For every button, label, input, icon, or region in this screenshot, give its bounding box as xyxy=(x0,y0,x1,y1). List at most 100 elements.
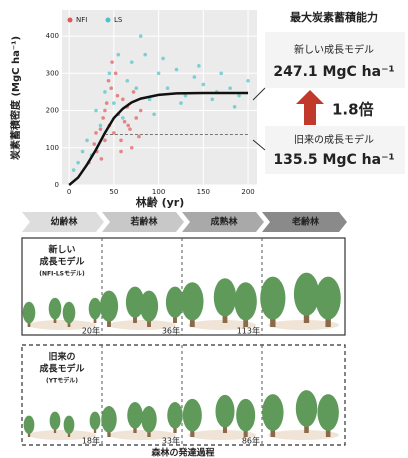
point xyxy=(114,71,118,75)
point xyxy=(100,157,104,161)
age-label: 113年 xyxy=(237,326,260,336)
stage-label: 幼齢林 xyxy=(50,216,78,228)
crown xyxy=(90,412,101,430)
point xyxy=(210,98,214,102)
point xyxy=(101,116,105,120)
row-label: 成長モデル xyxy=(39,256,84,268)
point xyxy=(130,146,134,150)
age-label: 86年 xyxy=(242,436,260,446)
old-label: 旧来の成長モデル xyxy=(294,133,374,146)
row-label: 新しい xyxy=(48,244,75,256)
x-tick-label: 100 xyxy=(152,188,165,196)
panel-title: 最大炭素蓄積能力 xyxy=(290,10,378,24)
point xyxy=(125,79,129,83)
legend-marker xyxy=(106,18,111,23)
point xyxy=(94,131,98,135)
point xyxy=(152,112,156,116)
y-tick-label: 400 xyxy=(46,32,59,40)
point xyxy=(123,120,127,124)
point xyxy=(139,109,143,113)
crown xyxy=(64,416,75,434)
age-label: 18年 xyxy=(82,436,100,446)
new-value: 247.1 MgC ha⁻¹ xyxy=(273,64,394,80)
point xyxy=(81,150,85,154)
crown xyxy=(234,282,256,320)
legend-label: LS xyxy=(114,16,123,24)
x-tick-label: 200 xyxy=(241,188,254,196)
y-tick-label: 300 xyxy=(46,69,59,77)
crown xyxy=(214,278,236,316)
stage-label: 成熟林 xyxy=(210,216,238,228)
crown xyxy=(24,416,35,434)
point xyxy=(109,86,113,90)
x-label: 林齢 (yr) xyxy=(136,195,184,209)
crown xyxy=(183,399,202,432)
row-label: 旧来の xyxy=(48,351,75,363)
point xyxy=(99,124,103,128)
point xyxy=(134,86,138,90)
new-label: 新しい成長モデル xyxy=(294,43,374,56)
crown xyxy=(89,298,102,320)
crown xyxy=(316,277,341,320)
point xyxy=(107,79,111,83)
row-label: (YTモデル) xyxy=(46,377,78,385)
point xyxy=(85,139,89,143)
crown xyxy=(262,394,283,431)
crown xyxy=(127,402,142,429)
point xyxy=(121,98,125,102)
age-label: 33年 xyxy=(162,436,180,446)
old-value: 135.5 MgC ha⁻¹ xyxy=(273,152,394,168)
crown xyxy=(140,291,158,322)
age-label: 20年 xyxy=(82,326,100,336)
point xyxy=(121,116,125,120)
point xyxy=(166,86,170,90)
point xyxy=(132,90,136,94)
figure: 0100200300400050100150200NFILS 林齢 (yr) 炭… xyxy=(0,0,408,458)
point xyxy=(117,53,121,57)
point xyxy=(246,79,250,83)
crown xyxy=(101,406,116,433)
ratio: 1.8倍 xyxy=(332,101,374,119)
point xyxy=(119,139,123,143)
row-label: (NFI-LSモデル) xyxy=(39,270,85,278)
point xyxy=(143,53,147,57)
stage-label: 老齢林 xyxy=(291,216,320,228)
crown xyxy=(294,273,319,316)
crown xyxy=(296,390,317,427)
point xyxy=(116,94,120,98)
crown xyxy=(49,298,62,320)
y-tick-label: 200 xyxy=(46,107,59,115)
row-label: 成長モデル xyxy=(39,363,84,375)
point xyxy=(103,139,107,143)
point xyxy=(219,71,223,75)
point xyxy=(103,109,107,113)
crown xyxy=(167,402,182,429)
point xyxy=(128,127,132,131)
point xyxy=(137,135,141,139)
point xyxy=(233,105,237,109)
point xyxy=(94,109,98,113)
crown xyxy=(181,282,203,320)
point xyxy=(108,71,112,75)
y-tick-label: 100 xyxy=(46,144,59,152)
point xyxy=(157,71,161,75)
point xyxy=(99,127,103,131)
point xyxy=(130,60,134,64)
x-tick-label: 150 xyxy=(197,188,210,196)
point xyxy=(202,83,206,87)
point xyxy=(119,150,123,154)
point xyxy=(139,34,143,38)
x-tick-label: 0 xyxy=(67,188,71,196)
crown xyxy=(141,406,156,433)
point xyxy=(112,101,116,105)
y-label: 炭素蓄積密度 (MgC ha⁻¹) xyxy=(9,36,22,160)
point xyxy=(134,116,138,120)
stage-label: 若齢林 xyxy=(129,216,158,228)
crown xyxy=(215,395,234,428)
point xyxy=(161,57,165,61)
point xyxy=(175,68,179,72)
point xyxy=(193,75,197,79)
point xyxy=(228,86,232,90)
point xyxy=(92,142,96,146)
crown xyxy=(260,277,285,320)
